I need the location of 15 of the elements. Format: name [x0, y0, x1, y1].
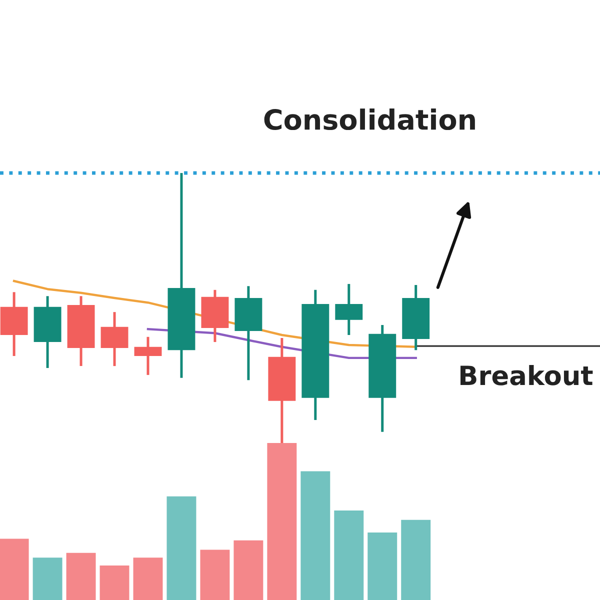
- bar: [368, 532, 398, 600]
- ref-line-label: Breakout: [460, 364, 593, 386]
- bar: [166, 496, 196, 600]
- bar: [200, 550, 230, 600]
- bar: [0, 538, 29, 600]
- bar: [32, 558, 62, 600]
- bar: [300, 471, 330, 600]
- bar: [133, 558, 163, 600]
- bar: [267, 443, 297, 600]
- bar: [66, 552, 96, 600]
- bar: [234, 540, 264, 600]
- text: Consolidation: [264, 108, 475, 130]
- bar: [401, 520, 431, 600]
- bar: [100, 565, 130, 600]
- bar: [334, 510, 364, 600]
